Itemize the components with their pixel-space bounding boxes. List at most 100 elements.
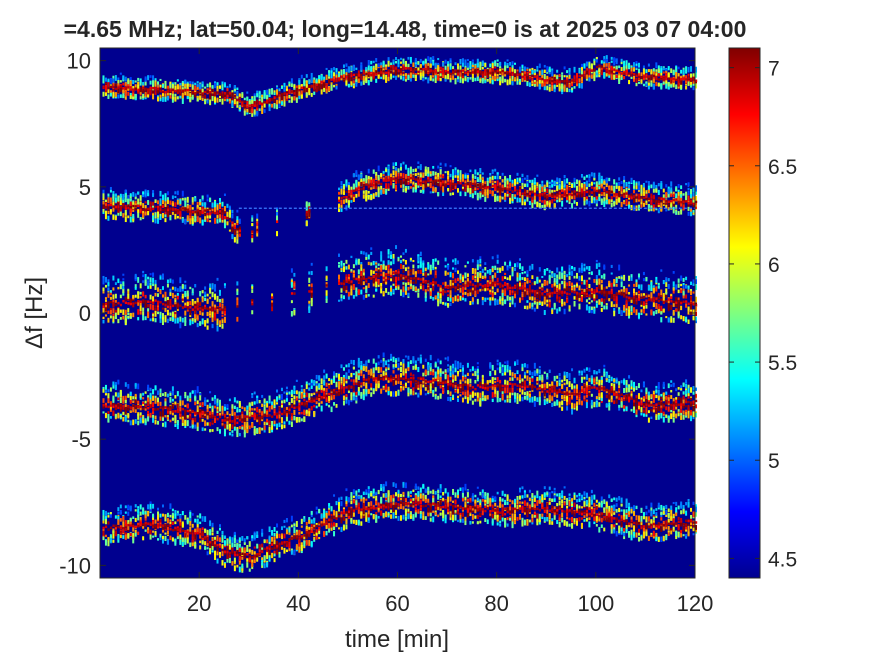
- heat-cell: [236, 220, 239, 224]
- heat-cell: [600, 69, 603, 73]
- heat-cell: [471, 194, 474, 199]
- heat-cell: [404, 289, 407, 295]
- heat-cell: [412, 181, 415, 185]
- heat-cell: [144, 190, 147, 197]
- heat-cell: [350, 186, 353, 192]
- heat-cell: [615, 65, 618, 70]
- heat-cell: [362, 190, 365, 194]
- heat-core: [114, 303, 118, 306]
- heat-cell: [633, 75, 636, 79]
- heat-core: [342, 195, 346, 199]
- heat-core: [397, 69, 400, 73]
- heat-cell: [543, 64, 546, 68]
- heat-cell: [196, 298, 199, 303]
- heat-cell: [189, 204, 192, 211]
- heat-cell: [422, 267, 425, 273]
- heat-core: [432, 281, 435, 284]
- heat-cell: [680, 85, 683, 89]
- heat-core: [595, 189, 599, 193]
- heat-core: [449, 286, 452, 289]
- heat-cell: [283, 93, 286, 97]
- heat-cell: [161, 83, 164, 88]
- heat-cell: [246, 96, 249, 101]
- heat-cell: [159, 215, 162, 220]
- heat-cell: [625, 199, 628, 205]
- heat-cell: [414, 173, 417, 176]
- heat-cell: [692, 212, 695, 215]
- heat-cell: [340, 268, 343, 271]
- heat-core: [610, 67, 613, 71]
- heat-cell: [660, 68, 663, 74]
- heat-cell: [404, 248, 407, 253]
- heat-cell: [114, 78, 117, 81]
- heat-cell: [342, 191, 345, 195]
- heat-cell: [573, 194, 576, 200]
- heat-cell: [268, 92, 271, 98]
- heat-cell: [476, 76, 479, 82]
- heat-cell: [479, 66, 482, 71]
- heat-cell: [496, 74, 499, 77]
- heat-cell: [310, 300, 313, 307]
- heat-core: [107, 203, 110, 207]
- heat-cell: [387, 183, 390, 189]
- heat-cell: [444, 76, 447, 82]
- heat-cell: [531, 197, 534, 203]
- heat-cell: [521, 200, 524, 206]
- heat-core: [593, 68, 596, 72]
- heat-core: [357, 186, 361, 190]
- heat-core: [412, 277, 415, 280]
- heat-cell: [122, 92, 125, 99]
- heat-cell: [650, 199, 653, 204]
- heat-cell: [672, 191, 675, 196]
- heat-cell: [370, 179, 373, 184]
- heat-cell: [628, 181, 631, 185]
- heat-cell: [459, 275, 462, 280]
- heat-core: [412, 70, 415, 73]
- heat-cell: [538, 185, 541, 191]
- heat-cell: [228, 214, 231, 218]
- heat-cell: [437, 183, 440, 187]
- heat-core: [390, 178, 393, 182]
- heat-core: [377, 274, 380, 278]
- heat-cell: [449, 79, 452, 83]
- heat-core: [620, 194, 623, 197]
- heat-cell: [459, 295, 462, 301]
- heat-cell: [511, 67, 514, 72]
- heat-core: [228, 219, 232, 223]
- heat-cell: [397, 276, 400, 281]
- heat-cell: [588, 77, 591, 82]
- heat-cell: [610, 60, 613, 63]
- heat-cell: [573, 66, 576, 73]
- heat-cell: [233, 224, 236, 228]
- heat-cell: [152, 193, 155, 198]
- heat-cell: [206, 88, 209, 91]
- heat-cell: [682, 193, 685, 196]
- heat-cell: [642, 202, 645, 207]
- heat-cell: [618, 197, 621, 203]
- heat-core: [144, 208, 147, 211]
- heat-cell: [223, 206, 226, 212]
- heat-core: [206, 90, 209, 93]
- heat-cell: [139, 90, 142, 94]
- heat-cell: [395, 184, 398, 191]
- heat-core: [154, 205, 157, 209]
- heat-cell: [452, 179, 455, 183]
- heat-cell: [176, 292, 179, 297]
- heat-cell: [427, 273, 430, 276]
- heat-cell: [137, 191, 140, 195]
- heat-core: [238, 229, 242, 233]
- heat-cell: [176, 84, 179, 90]
- heat-cell: [382, 174, 385, 177]
- heat-cell: [551, 199, 554, 204]
- heat-cell: [372, 294, 375, 298]
- heat-cell: [571, 87, 574, 91]
- heat-cell: [459, 171, 462, 177]
- heat-cell: [434, 258, 437, 262]
- heat-cell: [114, 299, 117, 303]
- heat-cell: [196, 96, 199, 102]
- heat-cell: [685, 75, 688, 80]
- heat-cell: [169, 298, 172, 304]
- heat-cell: [347, 266, 350, 270]
- heat-cell: [469, 61, 472, 67]
- heat-cell: [360, 81, 363, 86]
